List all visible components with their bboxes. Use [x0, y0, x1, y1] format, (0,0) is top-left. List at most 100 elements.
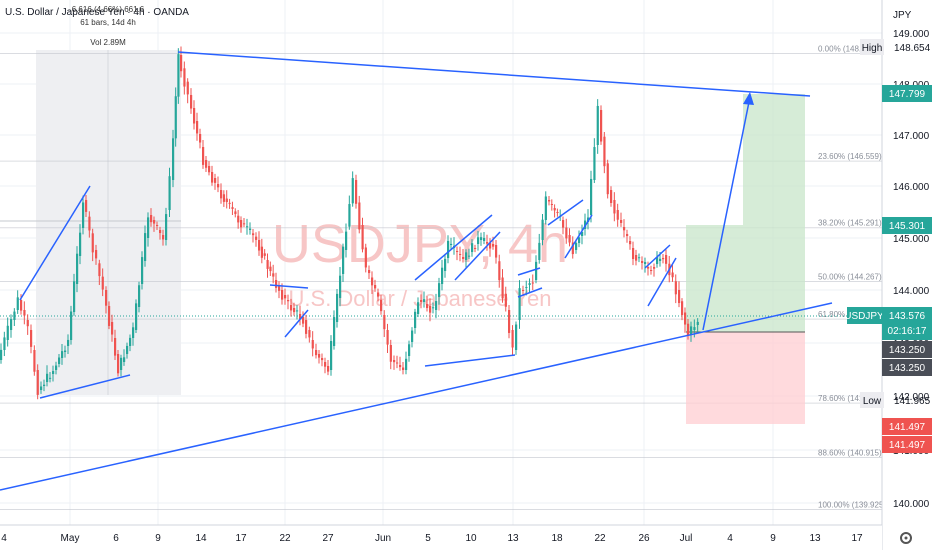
lower-trendline [0, 302, 833, 491]
loss-zone-outer[interactable] [743, 332, 805, 424]
candle-body [650, 270, 653, 271]
price-tick-label: 147.000 [893, 131, 930, 142]
candle-body [629, 241, 632, 245]
candle-body [162, 235, 165, 240]
time-tick-label: Jul [680, 533, 693, 544]
candle-body [33, 350, 36, 372]
candle-body [153, 220, 156, 224]
candle-body [553, 208, 556, 211]
candle-body [568, 235, 571, 243]
candle-body [91, 233, 94, 253]
candle-body [441, 267, 444, 284]
candle-body [653, 267, 656, 269]
entry-price-1: 143.250 [889, 345, 926, 356]
trendline-drawings[interactable] [0, 51, 833, 491]
candle-body [211, 172, 214, 183]
loss-zone-inner[interactable] [686, 332, 743, 424]
time-axis-ticks: 4 May 6 9 14 17 22 27 Jun 5 10 13 18 22 26 Jul 4 9 13 17 [1, 533, 863, 544]
candle-body [252, 233, 255, 236]
symbol-title[interactable]: U.S. Dollar / Japanese Yen · 4h · OANDA [5, 7, 189, 18]
candle-body [489, 243, 492, 249]
candle-body [260, 246, 264, 258]
candle-body [486, 242, 489, 244]
profit-zone-target[interactable] [743, 94, 805, 332]
candle-body [281, 290, 284, 300]
price-tick-label: 145.000 [893, 234, 930, 245]
candle-body [117, 354, 120, 374]
channel-line [454, 231, 501, 281]
candle-body [275, 280, 278, 288]
candle-body [339, 275, 342, 298]
watermark-ticker: USDJPY, 4h [272, 214, 568, 274]
candle-body [23, 310, 26, 316]
candle-body [620, 220, 623, 223]
candle-body [659, 258, 662, 261]
candle-body [623, 227, 626, 231]
candle-body [114, 338, 117, 356]
candle-body [98, 263, 101, 277]
candle-body [20, 300, 23, 311]
symbol-tag-box [847, 307, 882, 324]
candle-body [396, 362, 399, 364]
candle-body [462, 257, 465, 259]
candle-body [368, 270, 371, 274]
candle-body [511, 330, 514, 348]
candle-body [515, 324, 518, 350]
candle-body [495, 245, 498, 258]
candle-body [186, 81, 189, 95]
candle-body [311, 340, 314, 349]
candle-body [49, 377, 52, 379]
candle-body [132, 327, 135, 338]
time-tick-label: 14 [195, 533, 207, 544]
candle-body [156, 225, 159, 226]
candle-body [432, 307, 435, 309]
candle-body [10, 319, 13, 330]
candle-body [581, 231, 584, 236]
candle-body [172, 138, 175, 180]
candle-body [450, 243, 453, 245]
candle-body [456, 251, 459, 252]
fib-level-label: 0.00% (148.609) [818, 45, 877, 54]
candle-body [64, 350, 67, 352]
candle-body [321, 358, 324, 361]
candle-body [240, 220, 243, 228]
low-label-box [860, 392, 884, 408]
candle-body [138, 285, 141, 307]
candle-body [687, 323, 690, 336]
candle-body [610, 190, 613, 203]
candle-body [61, 351, 64, 358]
settings-gear-icon[interactable] [900, 532, 912, 544]
candle-body [471, 243, 474, 252]
upper-trendline [177, 51, 811, 97]
candle-body [263, 253, 266, 256]
candle-body [571, 242, 574, 255]
candle-body [405, 358, 408, 370]
candle-body [459, 254, 462, 255]
candle-body [36, 370, 39, 395]
candle-body [180, 55, 183, 72]
time-axis[interactable] [0, 525, 882, 550]
profit-zone-inner[interactable] [686, 225, 743, 332]
candle-body [541, 219, 544, 240]
fib-level-label: 88.60% (140.915) [818, 448, 882, 457]
candle-body [58, 357, 61, 364]
flag-line [644, 244, 671, 269]
candle-body [141, 257, 144, 284]
range-volume-stat: Vol 2.89M [90, 38, 126, 47]
candle-body [626, 234, 629, 237]
candle-body [383, 315, 386, 330]
range-price-stat: 6.616 (4.66%) 661.6 [72, 5, 145, 14]
candle-body [105, 290, 108, 306]
candle-body [429, 306, 432, 313]
candle-body [671, 272, 674, 278]
candle-body [525, 287, 528, 289]
candle-body [389, 345, 392, 362]
candle-body [111, 322, 114, 335]
candle-body [548, 200, 551, 202]
candle-body [26, 320, 29, 327]
candle-body [435, 301, 438, 310]
candle-body [336, 293, 339, 322]
candle-body [287, 300, 290, 302]
